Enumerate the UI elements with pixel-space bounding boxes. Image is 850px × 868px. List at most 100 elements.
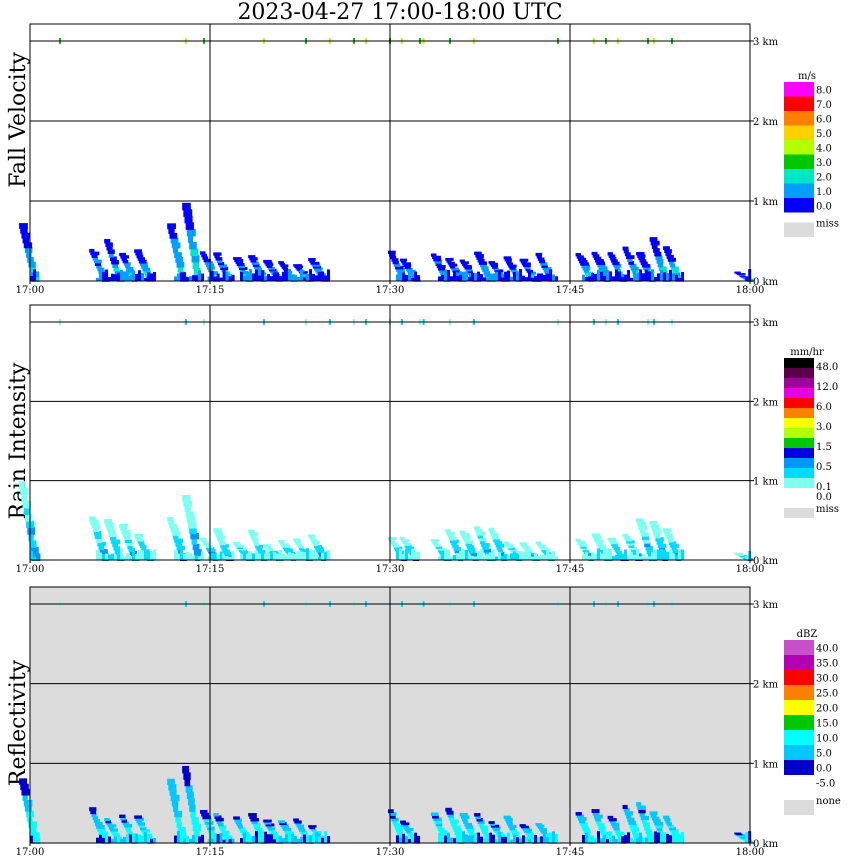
echo-cell <box>600 271 607 275</box>
echo-cell <box>95 262 102 266</box>
echo-cell <box>435 822 443 827</box>
echo-cell <box>147 551 150 560</box>
echo-cell <box>643 539 650 544</box>
echo-cell <box>123 536 131 541</box>
echo-cell <box>213 252 222 256</box>
echo-cell <box>192 261 200 269</box>
echo-cell <box>282 271 285 281</box>
echo-cell <box>252 539 258 544</box>
echo-cell <box>630 549 638 553</box>
echo-cell <box>593 814 603 819</box>
echo-cell <box>441 555 444 560</box>
echo-cell <box>96 264 102 269</box>
echo-cell <box>195 555 198 560</box>
echo-cell <box>138 542 145 546</box>
echo-cell <box>265 823 275 827</box>
echo-cell <box>490 533 499 537</box>
echo-cell <box>489 262 498 266</box>
echo-cell <box>408 269 411 281</box>
echo-cell <box>734 832 741 835</box>
echo-cell <box>174 549 177 560</box>
echo-cell <box>478 261 487 265</box>
echo-cell <box>217 261 225 266</box>
echo-cell <box>21 494 28 502</box>
echo-cell <box>624 274 627 281</box>
echo-cell <box>280 543 289 546</box>
echo-cell <box>281 544 291 548</box>
echo-cell <box>674 275 684 280</box>
echo-cell <box>621 277 624 281</box>
echo-cell <box>584 552 593 556</box>
echo-cell <box>681 832 684 843</box>
echo-cell <box>236 546 244 550</box>
echo-cell <box>534 552 537 560</box>
echo-cell <box>642 837 645 843</box>
legend-swatch <box>784 745 814 760</box>
echo-cell <box>240 838 243 843</box>
echo-cell <box>580 822 588 826</box>
echo-cell <box>309 549 312 560</box>
echo-cell <box>141 272 144 281</box>
echo-cell <box>508 547 516 551</box>
echo-cell <box>633 272 642 277</box>
echo-cell <box>430 253 437 257</box>
echo-cell <box>540 273 543 281</box>
echo-cell <box>451 267 459 271</box>
x-tick-label: 17:00 <box>16 847 45 858</box>
echo-cell <box>108 252 114 258</box>
echo-cell <box>387 250 396 255</box>
echo-cell <box>207 556 211 560</box>
echo-cell <box>526 833 535 837</box>
echo-cell <box>240 271 243 281</box>
echo-cell <box>459 550 462 560</box>
echo-cell <box>23 507 30 516</box>
echo-cell <box>612 545 619 548</box>
echo-cell <box>184 505 191 513</box>
echo-cell <box>436 825 442 829</box>
echo-cell <box>138 270 141 281</box>
echo-cell <box>672 834 675 843</box>
echo-cell <box>186 791 194 800</box>
echo-cell <box>267 274 270 281</box>
echo-cell <box>327 549 330 560</box>
echo-cell <box>270 831 278 835</box>
echo-cell <box>123 271 126 281</box>
echo-cell <box>489 832 492 843</box>
echo-cell <box>609 820 616 824</box>
echo-cell <box>600 553 603 560</box>
echo-cell <box>650 240 660 246</box>
echo-cell <box>630 277 633 281</box>
echo-cell <box>281 266 288 269</box>
echo-cell <box>207 838 211 843</box>
echo-cell <box>433 542 439 546</box>
echo-cell <box>450 276 453 281</box>
echo-cell <box>657 262 664 268</box>
echo-cell <box>248 813 257 817</box>
echo-cell <box>645 837 648 843</box>
echo-cell <box>177 831 180 843</box>
x-tick-label: 17:00 <box>16 285 45 296</box>
echo-cell <box>660 270 663 281</box>
echo-cell <box>391 258 399 262</box>
echo-cell <box>327 835 330 843</box>
echo-cell <box>135 536 142 540</box>
echo-cell <box>465 268 472 272</box>
echo-cell <box>138 549 141 560</box>
echo-cell <box>250 534 257 539</box>
echo-cell <box>203 543 210 547</box>
echo-cell <box>447 813 454 818</box>
echo-cell <box>657 549 660 560</box>
echo-cell <box>207 276 211 281</box>
echo-cell <box>312 542 319 546</box>
echo-cell <box>267 266 275 270</box>
echo-cell <box>444 835 447 843</box>
echo-cell <box>539 259 546 264</box>
echo-cell <box>623 808 630 813</box>
echo-cell <box>615 831 625 835</box>
echo-cell <box>300 269 303 281</box>
echo-cell <box>596 542 603 546</box>
echo-cell <box>496 546 503 551</box>
echo-cell <box>537 273 540 281</box>
echo-cell <box>642 273 645 281</box>
echo-cell <box>434 544 441 548</box>
